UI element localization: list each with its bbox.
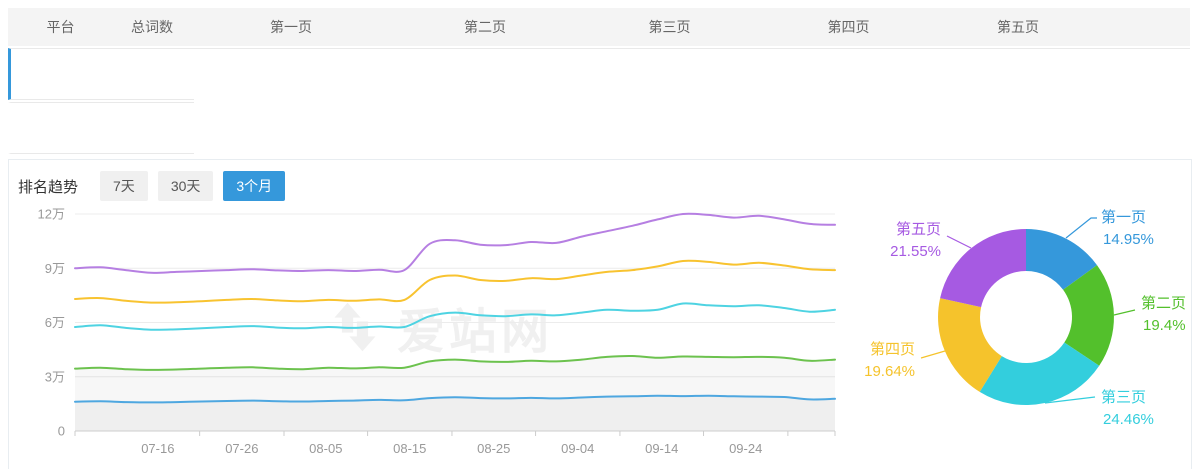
col-header-page2: 第二页 xyxy=(464,19,506,35)
x-axis-label: 08-15 xyxy=(393,441,426,456)
table-row-mobile[interactable]: 移动端 89,229 14,816 16.60%▼ 19,532 21.89%▲… xyxy=(8,102,1200,469)
col-header-page4: 第四页 xyxy=(827,19,870,35)
trend-line-第二页 xyxy=(74,354,836,371)
donut-slice-第三页 xyxy=(979,342,1100,406)
trend-line-第一页 xyxy=(74,394,836,404)
col-header-page1: 第一页 xyxy=(270,19,312,35)
tab-3-months[interactable]: 3个月 xyxy=(223,171,286,201)
trend-line-第四页 xyxy=(74,259,836,304)
donut-slice-第二页 xyxy=(1063,265,1114,366)
y-axis-label: 6万 xyxy=(45,315,65,330)
tab-30-days[interactable]: 30天 xyxy=(157,171,214,201)
trend-line-第三页 xyxy=(74,302,836,331)
donut-slice-第一页 xyxy=(1026,229,1097,290)
x-axis-label: 08-25 xyxy=(477,441,510,456)
trend-line-第五页 xyxy=(74,212,836,274)
x-axis-label: 09-04 xyxy=(561,441,594,456)
donut-pct-label: 14.95% xyxy=(1103,231,1154,248)
y-axis-label: 0 xyxy=(58,424,65,439)
table-row-pc[interactable]: PC端 114,115 17,056 14.95%▼ 22,144 19.40%… xyxy=(8,48,1200,469)
label-leader-line xyxy=(1113,309,1136,316)
label-leader-line xyxy=(1044,396,1096,404)
aizhan-logo-icon xyxy=(334,302,376,352)
trend-line-chart: 0 3万 6万 9万 12万 07-16 07-26 08-05 08-15 08-25 09-04… xyxy=(38,207,836,456)
col-header-page5: 第五页 xyxy=(997,19,1039,35)
donut-label: 第二页 xyxy=(1141,294,1186,312)
tab-7-days[interactable]: 7天 xyxy=(100,171,148,201)
rank-trend-section: 排名趋势 7天 30天 3个月 爱站网 0 3万 6万 9万 12万 07-16 07-26… xyxy=(8,159,1192,469)
donut-pct-label: 19.64% xyxy=(864,363,915,380)
donut-label: 第一页 xyxy=(1101,208,1146,226)
label-leader-line xyxy=(1065,217,1097,239)
col-header-total: 总词数 xyxy=(131,19,173,35)
label-leader-line xyxy=(946,235,972,249)
x-axis-label: 08-05 xyxy=(309,441,342,456)
y-axis-label: 3万 xyxy=(45,369,65,384)
donut-pct-label: 24.46% xyxy=(1103,411,1154,428)
label-leader-line xyxy=(920,350,946,359)
donut-pct-label: 21.55% xyxy=(890,243,941,260)
area-fill xyxy=(75,356,835,431)
col-header-platform: 平台 xyxy=(46,19,75,35)
trend-section-title: 排名趋势 xyxy=(18,178,79,196)
donut-label: 第三页 xyxy=(1101,388,1146,406)
x-axis-label: 07-16 xyxy=(141,441,174,456)
y-axis-label: 9万 xyxy=(45,261,65,276)
donut-slice-第四页 xyxy=(938,298,1002,392)
y-axis-label: 12万 xyxy=(38,207,65,222)
donut-label: 第五页 xyxy=(896,220,941,238)
donut-label: 第四页 xyxy=(870,340,915,358)
donut-pct-label: 19.4% xyxy=(1143,317,1186,334)
x-axis-label: 07-26 xyxy=(225,441,258,456)
x-axis-label: 09-24 xyxy=(729,441,762,456)
donut-slice-第五页 xyxy=(940,229,1026,308)
col-header-page3: 第三页 xyxy=(648,19,691,35)
x-axis-label: 09-14 xyxy=(645,441,678,456)
table-header-row: 平台 总词数 第一页 第二页 第三页 第四页 第五页 xyxy=(8,8,1190,46)
page-share-donut-chart: 第一页 14.95% 第二页 19.4% 第三页 24.46% 第四页 19.64% 第五页 21… xyxy=(864,208,1186,428)
